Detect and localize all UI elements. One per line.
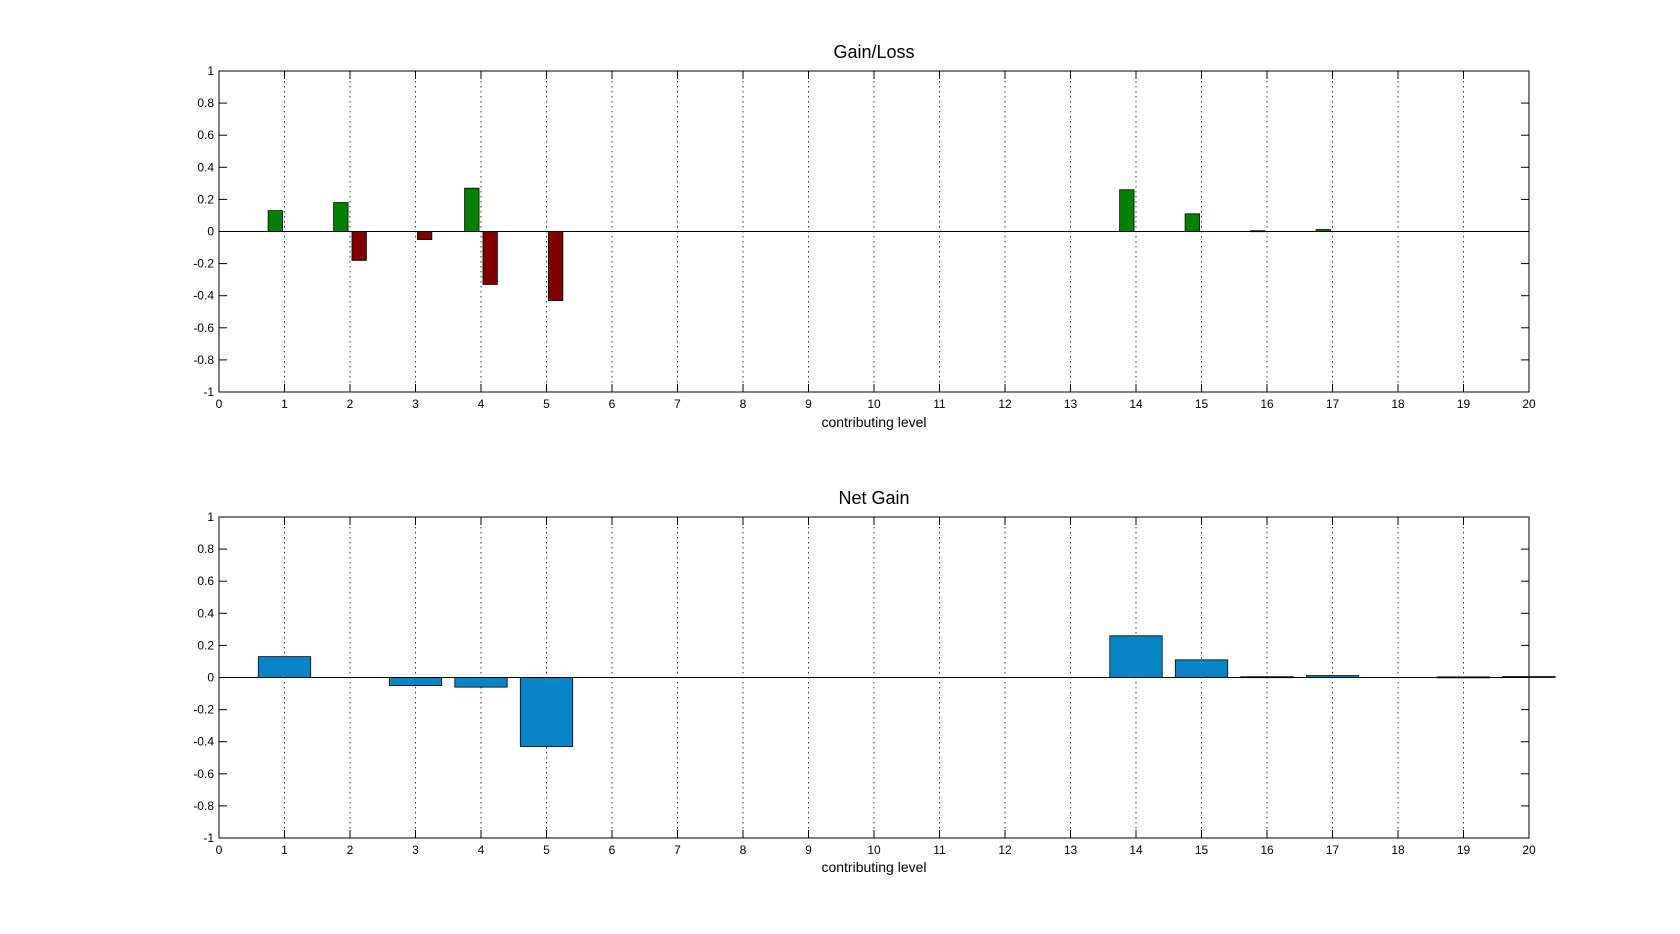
gain-loss-bar [267,210,283,232]
net-gain-ticks [218,516,1530,839]
net-gain-y-tick-label: 0 [207,671,214,685]
net-gain-x-tick-label: 5 [543,843,550,857]
gain-loss-bar [351,231,367,261]
gain-loss-bar [1184,213,1200,232]
net-gain-bars [219,635,1556,747]
net-gain-x-tick-label: 13 [1064,843,1078,857]
net-gain-x-tick-label: 18 [1391,843,1405,857]
net-gain-x-tick-labels: 0 1 2 3 4 5 6 7 8 9 10 11 12 13 14 15 16 17 18 19 20 [216,843,1536,857]
net-gain-y-tick-label: 0.8 [197,542,214,556]
gain-loss-x-tick-label: 12 [998,397,1012,411]
net-gain-x-tick-label: 4 [478,843,485,857]
net-gain-bar [1174,659,1229,678]
net-gain-bar [454,677,508,688]
gain-loss-y-tick-label: 0.6 [197,128,214,142]
gain-loss-y-tick-labels: 1 0.8 0.6 0.4 0.2 0 -0.2 -0.4 -0.6 -0.8 -1 [193,64,214,399]
gain-loss-x-tick-label: 0 [216,397,223,411]
net-gain-bar [257,656,312,678]
net-gain-x-tick-label: 15 [1195,843,1209,857]
gain-loss-x-tick-label: 8 [740,397,747,411]
net-gain-y-tick-label: -0.6 [193,767,214,781]
net-gain-y-tick-label: -1 [203,831,214,845]
gain-loss-bar [464,187,480,232]
gain-loss-y-tick-label: 0.4 [197,160,214,174]
gain-loss-y-tick-label: 0.2 [197,192,214,206]
net-gain-x-tick-label: 7 [674,843,681,857]
net-gain-x-tick-label: 16 [1260,843,1274,857]
gain-loss-y-tick-label: 1 [207,64,214,78]
gain-loss-y-tick-label: 0 [207,225,214,239]
gain-loss-x-tick-label: 9 [805,397,812,411]
net-gain-bar [1109,635,1163,678]
gain-loss-x-tick-label: 17 [1326,397,1340,411]
gain-loss-x-tick-label: 14 [1129,397,1143,411]
net-gain-x-tick-label: 9 [805,843,812,857]
gain-loss-x-tick-label: 15 [1195,397,1209,411]
gain-loss-ticks [218,70,1530,393]
net-gain-x-tick-label: 6 [609,843,616,857]
gain-loss-x-tick-label: 16 [1260,397,1274,411]
gain-loss-y-tick-label: 0.8 [197,96,214,110]
net-gain-y-tick-label: -0.4 [193,735,214,749]
net-gain-x-axis-label: contributing level [821,859,926,875]
gain-loss-x-tick-label: 19 [1457,397,1471,411]
gain-loss-x-axis-label: contributing level [821,414,926,430]
net-gain-y-tick-label: -0.2 [193,703,214,717]
gain-loss-x-tick-label: 18 [1391,397,1405,411]
gain-loss-x-tick-label: 5 [543,397,550,411]
net-gain-title: Net Gain [838,488,909,508]
gain-loss-x-tick-labels: 0 1 2 3 4 5 6 7 8 9 10 11 12 13 14 15 16 17 18 19 20 [216,397,1536,411]
net-gain-x-tick-label: 12 [998,843,1012,857]
net-gain-x-tick-label: 0 [216,843,223,857]
net-gain-bar [388,677,443,686]
gain-loss-y-tick-label: -0.6 [193,321,214,335]
net-gain-x-tick-label: 20 [1522,843,1536,857]
net-gain-y-tick-labels: 1 0.8 0.6 0.4 0.2 0 -0.2 -0.4 -0.6 -0.8 -1 [193,510,214,845]
gain-loss-x-tick-label: 4 [478,397,485,411]
net-gain-y-tick-label: 0.4 [197,606,214,620]
gain-loss-bar [1119,189,1135,232]
gain-loss-x-tick-label: 11 [933,397,946,411]
gain-loss-y-tick-label: -0.4 [193,289,214,303]
net-gain-x-tick-label: 1 [281,843,288,857]
gain-loss-x-tick-label: 7 [674,397,681,411]
gain-loss-x-tick-label: 20 [1522,397,1536,411]
gain-loss-y-tick-label: -0.8 [193,353,214,367]
net-gain-x-tick-label: 3 [412,843,419,857]
gain-loss-y-tick-label: -0.2 [193,257,214,271]
net-gain-y-tick-label: 1 [207,510,214,524]
gain-loss-x-tick-label: 13 [1064,397,1078,411]
gain-loss-x-tick-label: 2 [347,397,354,411]
net-gain-y-tick-label: -0.8 [193,799,214,813]
net-gain-y-tick-label: 0.6 [197,574,214,588]
net-gain-x-tick-label: 10 [867,843,881,857]
gain-loss-y-tick-label: -1 [203,385,214,399]
gain-loss-bar [333,202,349,232]
net-gain-x-tick-label: 14 [1129,843,1143,857]
gain-loss-x-tick-label: 10 [867,397,881,411]
net-gain-x-tick-label: 19 [1457,843,1471,857]
gain-loss-title: Gain/Loss [833,42,914,62]
gain-loss-bar [548,231,564,301]
net-gain-x-tick-label: 2 [347,843,354,857]
net-gain-x-tick-label: 11 [933,843,946,857]
net-gain-x-tick-label: 17 [1326,843,1340,857]
gain-loss-x-tick-label: 6 [609,397,616,411]
net-gain-y-tick-label: 0.2 [197,638,214,652]
gain-loss-bar [417,231,433,240]
gain-loss-x-tick-label: 1 [281,397,288,411]
net-gain-x-tick-label: 8 [740,843,747,857]
gain-loss-bar [482,231,498,285]
net-gain-bar [519,677,574,747]
gain-loss-bars [219,187,1529,301]
gain-loss-x-tick-label: 3 [412,397,419,411]
